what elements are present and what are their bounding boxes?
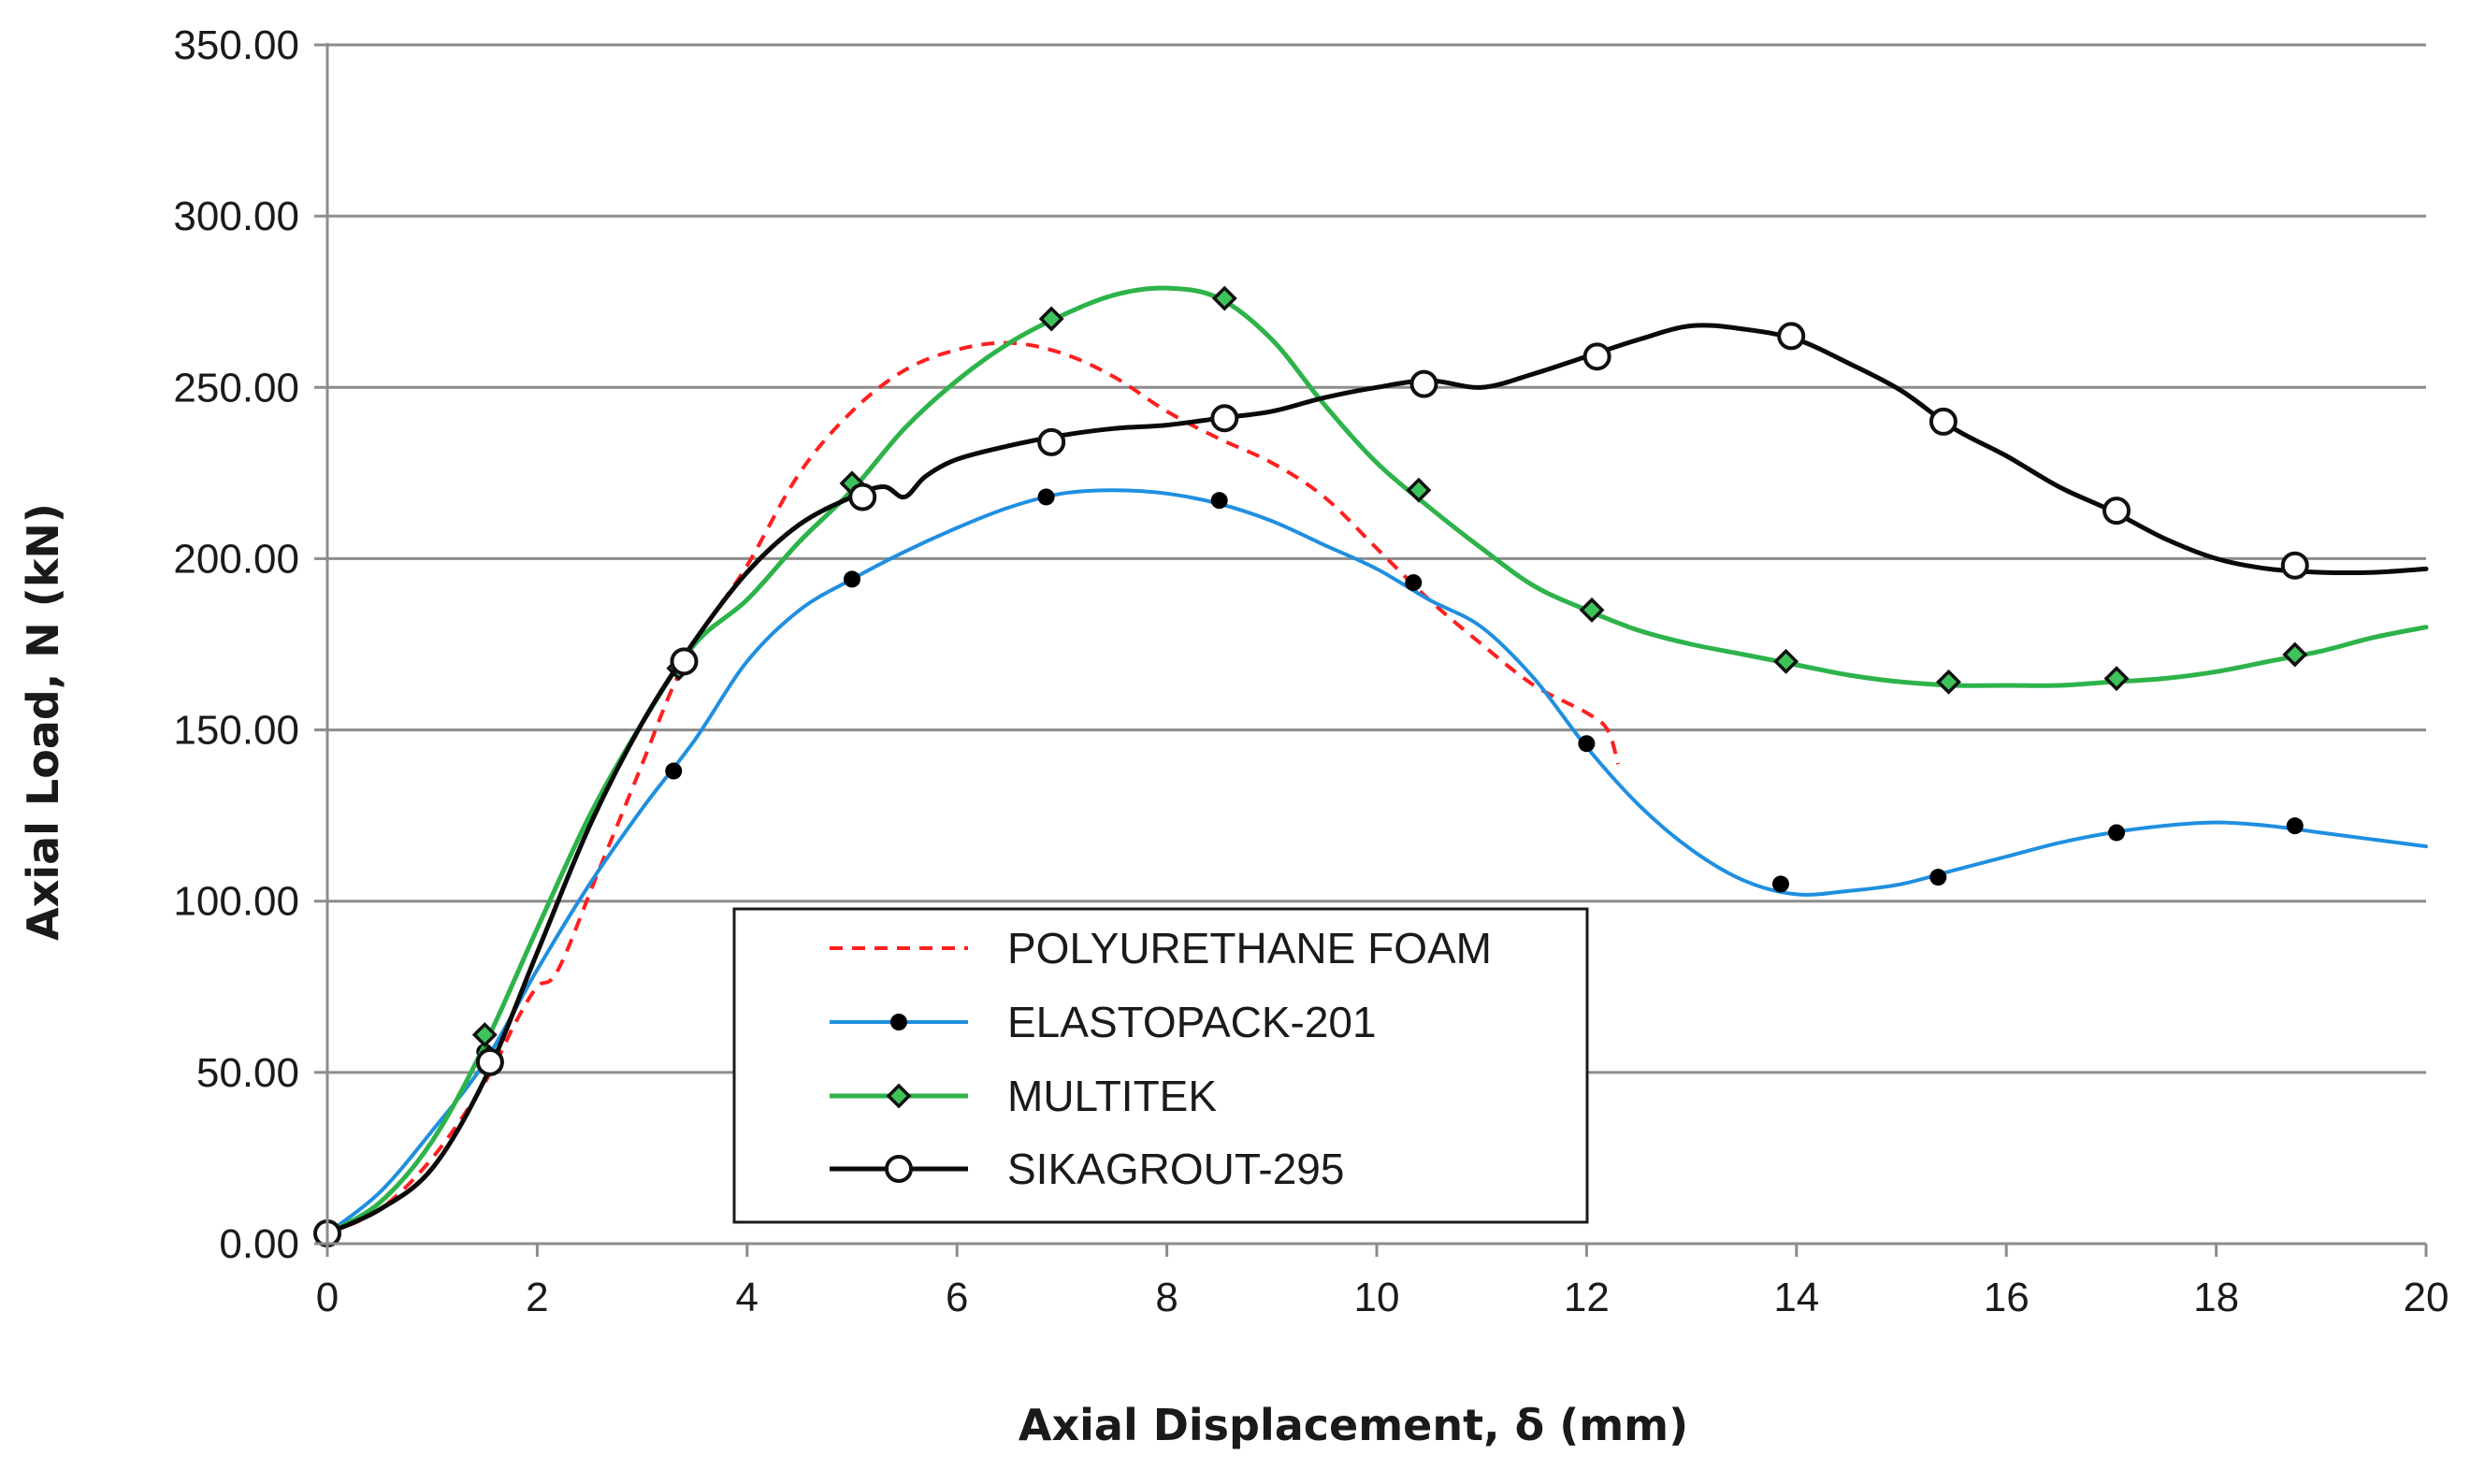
series-line-elastopack-201 (325, 488, 2428, 1235)
data-point-multitek (1406, 477, 1432, 503)
y-tick-label: 250.00 (173, 365, 299, 411)
legend: POLYURETHANE FOAM ELASTOPACK-201 MULTITEK S… (732, 907, 1589, 1224)
x-tick-label: 16 (1984, 1275, 2030, 1320)
data-point-multitek (1211, 285, 1237, 311)
data-point-multitek (1936, 669, 1961, 695)
axes: 0.00 50.00 100.00 150.00 200.00 250.00 300.00 3… (173, 22, 2449, 1320)
x-tick-label: 2 (526, 1275, 548, 1320)
series-sikagrout-295 (313, 322, 2429, 1248)
data-point-elastopack-201 (1578, 735, 1596, 753)
y-tick-label: 100.00 (173, 879, 299, 925)
y-tick-label: 150.00 (173, 708, 299, 754)
data-point-sikagrout-295 (1777, 322, 1806, 351)
data-point-elastopack-201 (1405, 574, 1423, 592)
data-point-multitek (2103, 666, 2130, 692)
legend-marker-multitek (886, 1083, 912, 1109)
data-point-elastopack-201 (844, 570, 860, 588)
x-axis-title: Axial Displacement, δ (mm) (1019, 1400, 1688, 1450)
data-point-sikagrout-295 (1582, 342, 1611, 371)
data-point-elastopack-201 (665, 762, 683, 780)
data-point-sikagrout-295 (1037, 427, 1066, 456)
data-point-sikagrout-295 (1409, 369, 1438, 398)
x-tick-label: 12 (1564, 1275, 1610, 1320)
data-point-multitek (2282, 641, 2308, 668)
legend-label-sikagrout-295: SIKAGROUT-295 (1007, 1145, 1344, 1193)
y-tick-label: 200.00 (173, 536, 299, 582)
data-point-multitek (1579, 597, 1605, 623)
y-axis-title: Axial Load, N (kN) (18, 503, 68, 941)
data-point-sikagrout-295 (2280, 551, 2309, 580)
data-point-multitek (1773, 648, 1799, 674)
data-point-sikagrout-295 (848, 483, 877, 511)
data-point-sikagrout-295 (1210, 404, 1239, 433)
y-tick-label: 0.00 (219, 1221, 299, 1267)
x-tick-label: 0 (316, 1275, 339, 1320)
x-tick-label: 20 (2404, 1275, 2449, 1320)
series-line-sikagrout-295 (325, 323, 2429, 1236)
data-point-sikagrout-295 (475, 1047, 504, 1076)
series-elastopack-201 (319, 488, 2428, 1243)
data-point-elastopack-201 (2108, 824, 2126, 842)
y-tick-label: 50.00 (196, 1050, 299, 1096)
data-point-sikagrout-295 (2103, 497, 2131, 526)
x-tick-label: 14 (1773, 1275, 1819, 1320)
data-point-multitek (1038, 306, 1064, 332)
legend-label-multitek: MULTITEK (1007, 1072, 1217, 1120)
legend-marker-sikagrout-295 (885, 1155, 913, 1183)
data-point-elastopack-201 (2286, 817, 2304, 835)
x-tick-label: 4 (736, 1275, 759, 1320)
data-point-elastopack-201 (1929, 869, 1947, 886)
data-point-elastopack-201 (1037, 488, 1055, 506)
data-point-multitek (471, 1022, 498, 1048)
legend-label-elastopack-201: ELASTOPACK-201 (1007, 998, 1377, 1046)
x-tick-label: 18 (2193, 1275, 2239, 1320)
y-tick-label: 300.00 (173, 194, 299, 239)
legend-label-polyurethane-foam: POLYURETHANE FOAM (1007, 924, 1492, 973)
series-lines (313, 285, 2429, 1248)
data-point-elastopack-201 (1210, 492, 1228, 510)
data-point-sikagrout-295 (670, 647, 699, 676)
x-tick-label: 10 (1354, 1275, 1400, 1320)
data-point-sikagrout-295 (1929, 407, 1958, 436)
legend-marker-elastopack-201 (890, 1014, 907, 1030)
data-point-elastopack-201 (1771, 875, 1789, 893)
x-tick-label: 8 (1155, 1275, 1178, 1320)
x-tick-label: 6 (946, 1275, 968, 1320)
y-tick-label: 350.00 (173, 22, 299, 68)
